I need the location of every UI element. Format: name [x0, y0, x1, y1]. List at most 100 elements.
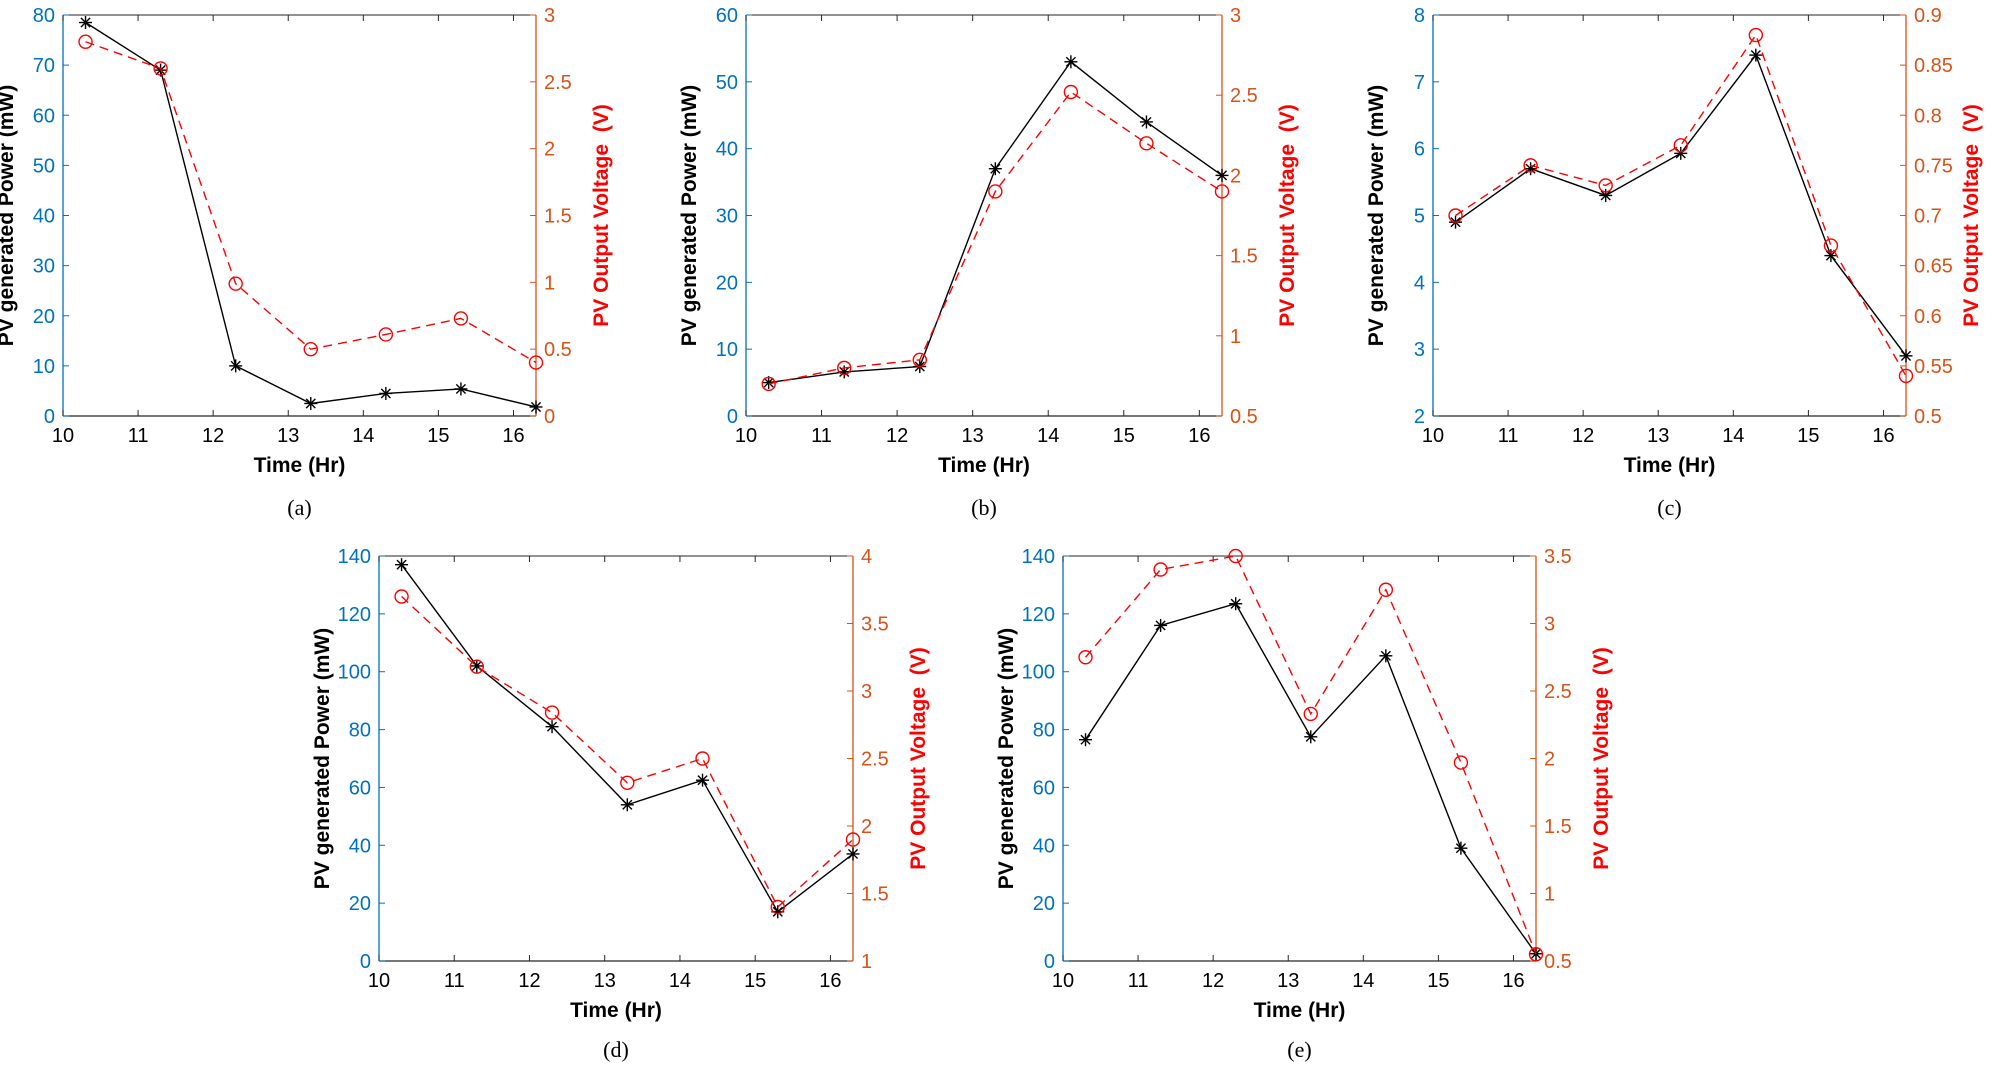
x-tick-label: 14: [669, 970, 691, 992]
power-point-marker: [1154, 618, 1168, 632]
left-tick-label: 50: [716, 72, 738, 94]
right-tick-label: 0.6: [1914, 306, 1942, 328]
left-axis-label: PV generated Power (mW): [311, 628, 334, 889]
x-tick-label: 13: [962, 425, 984, 447]
power-point-marker: [1454, 841, 1468, 855]
right-tick-label: 0.9: [1914, 5, 1942, 27]
chart-caption: (d): [603, 1037, 629, 1062]
voltage-point-marker: [1303, 706, 1318, 722]
right-tick-label: 0.5: [544, 339, 572, 361]
left-tick-label: 40: [1033, 835, 1055, 857]
voltage-point-marker: [1448, 208, 1463, 223]
right-tick-label: 2.5: [1230, 85, 1258, 107]
right-axis-label: PV Output Voltage (V): [590, 104, 613, 326]
left-tick-label: 0: [727, 406, 738, 428]
right-tick-label: 1.5: [861, 884, 889, 906]
power-point-marker: [454, 382, 468, 396]
power-point-marker: [1824, 249, 1838, 263]
x-tick-label: 15: [427, 425, 449, 447]
left-tick-label: 100: [1022, 662, 1055, 684]
voltage-point-marker: [1214, 184, 1230, 199]
right-tick-label: 3.5: [861, 614, 889, 636]
voltage-point-marker: [1823, 238, 1839, 253]
power-series-line: [401, 564, 854, 913]
left-tick-label: 80: [1033, 720, 1055, 742]
left-tick-label: 50: [33, 155, 55, 177]
x-tick-label: 14: [352, 425, 374, 447]
right-tick-label: 2: [544, 139, 555, 161]
left-tick-label: 70: [33, 55, 55, 77]
left-tick-label: 40: [349, 835, 371, 857]
left-tick-label: 60: [33, 105, 55, 127]
x-tick-label: 16: [1188, 425, 1210, 447]
right-tick-label: 0.5: [1230, 406, 1258, 428]
voltage-point-marker: [153, 61, 168, 76]
left-tick-label: 20: [1033, 893, 1055, 915]
voltage-point-marker: [78, 34, 93, 49]
x-tick-label: 10: [1052, 970, 1074, 992]
power-point-marker: [79, 16, 93, 30]
right-tick-label: 1: [1230, 326, 1241, 348]
voltage-point-marker: [845, 832, 861, 847]
x-tick-label: 13: [277, 425, 299, 447]
x-tick-label: 16: [1502, 970, 1524, 992]
series-voltage: [78, 34, 544, 370]
right-tick-label: 0.5: [1914, 406, 1942, 428]
series-power: [1079, 597, 1543, 961]
left-tick-label: 20: [716, 272, 738, 294]
right-tick-label: 3: [1230, 5, 1241, 27]
left-tick-label: 40: [33, 206, 55, 228]
left-tick-label: 2: [1414, 406, 1425, 428]
x-tick-label: 16: [819, 970, 841, 992]
series-power: [1449, 48, 1913, 363]
chart-panel-e: 10 11 12 13 14 15 16 0 20 40 60 80 100 120 140 0.5 1 1.5 2…: [995, 546, 1613, 1062]
x-tick-label: 14: [1352, 970, 1374, 992]
power-point-marker: [1749, 48, 1763, 62]
x-tick-label: 16: [1872, 425, 1894, 447]
left-axis-label: PV generated Power (mW): [1365, 85, 1388, 346]
x-tick-label: 14: [1037, 425, 1059, 447]
left-tick-label: 60: [349, 777, 371, 799]
power-point-marker: [1599, 188, 1613, 202]
left-tick-label: 8: [1414, 5, 1425, 27]
right-tick-label: 2: [1230, 165, 1241, 187]
chart-panel-a: 10 11 12 13 14 15 160102030405060708000.511.52…: [0, 5, 613, 520]
chart-caption: (c): [1657, 495, 1681, 520]
x-tick-label: 13: [594, 970, 616, 992]
power-point-marker: [696, 773, 710, 787]
left-tick-label: 20: [33, 306, 55, 328]
series-voltage: [1448, 27, 1914, 384]
chart-caption: (b): [971, 495, 997, 520]
power-series-line: [768, 60, 1223, 384]
left-tick-label: 10: [716, 339, 738, 361]
x-tick-label: 12: [202, 425, 224, 447]
x-axis-label: Time (Hr): [254, 454, 346, 477]
voltage-point-marker: [761, 376, 776, 392]
power-point-marker: [1229, 597, 1243, 611]
series-voltage: [1078, 548, 1544, 962]
voltage-point-marker: [469, 659, 485, 674]
power-point-marker: [1304, 730, 1318, 744]
right-tick-label: 0.8: [1914, 105, 1942, 127]
chart-caption: (a): [287, 495, 311, 520]
left-tick-label: 80: [349, 720, 371, 742]
left-tick-label: 7: [1414, 72, 1425, 94]
x-tick-label: 11: [1498, 425, 1519, 447]
power-point-marker: [379, 386, 393, 400]
x-tick-label: 12: [886, 425, 908, 447]
right-tick-label: 0.7: [1914, 206, 1942, 228]
x-tick-label: 11: [811, 425, 832, 447]
right-axis-label: PV Output Voltage (V): [1960, 104, 1983, 326]
voltage-point-marker: [620, 775, 635, 790]
right-tick-label: 0.65: [1914, 256, 1953, 278]
right-tick-label: 0.55: [1914, 356, 1953, 378]
x-tick-label: 13: [1277, 970, 1299, 992]
voltage-point-marker: [1748, 27, 1764, 43]
right-tick-label: 3.5: [1544, 546, 1572, 568]
right-axis-label: PV Output Voltage (V): [1590, 647, 1613, 869]
series-power: [762, 55, 1229, 390]
right-tick-label: 2.5: [861, 749, 889, 771]
voltage-series-line: [768, 91, 1223, 385]
left-axis-label: PV generated Power (mW): [995, 628, 1018, 889]
chart-panel-d: 10 11 12 13 14 15 16 0 20 40 60 80 100 120 140 1 1.5 2 2.5…: [311, 546, 930, 1062]
